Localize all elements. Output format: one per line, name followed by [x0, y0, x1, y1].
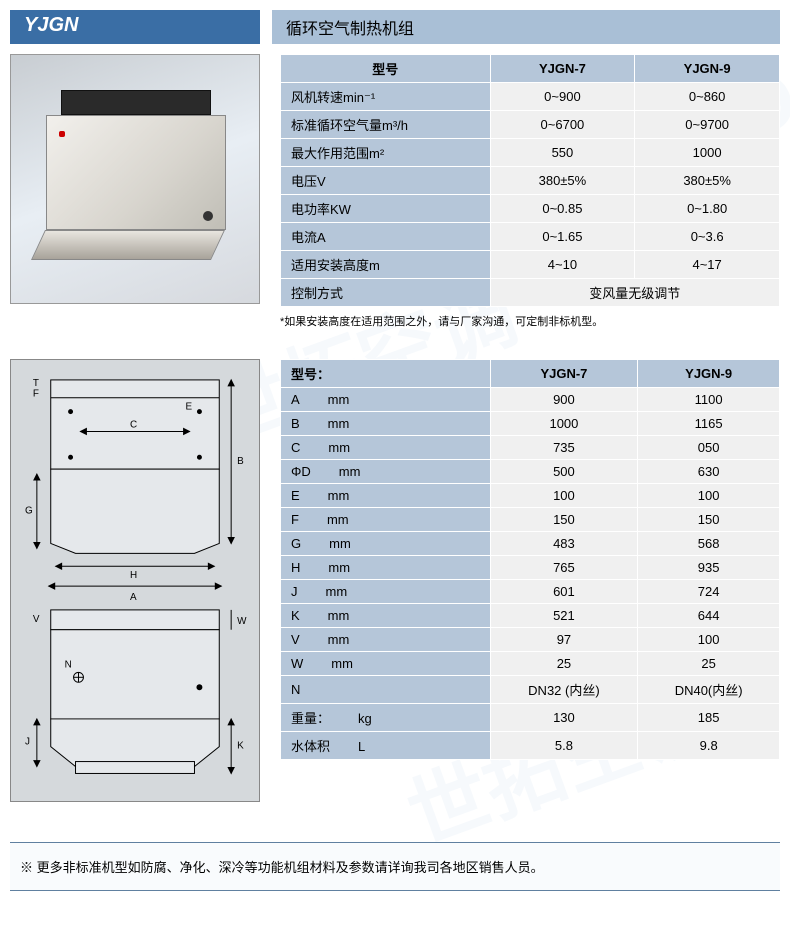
svg-text:H: H [130, 570, 137, 581]
table-row: Wmm2525 [281, 652, 780, 676]
table-row: Kmm521644 [281, 604, 780, 628]
table-row: 电流A0~1.650~3.6 [281, 223, 780, 251]
spec-note: *如果安装高度在适用范围之外，请与厂家沟通，可定制非标机型。 [280, 313, 780, 329]
footer-note: ※ 更多非标准机型如防腐、净化、深冷等功能机组材料及参数请详询我司各地区销售人员… [10, 842, 780, 891]
col-header: YJGN-7 [490, 55, 635, 83]
svg-text:T: T [33, 378, 39, 389]
table-row: 重量：kg130185 [281, 704, 780, 732]
table-row: 最大作用范围m²5501000 [281, 139, 780, 167]
dimension-diagram: T F E C B G H A V W N [10, 359, 260, 802]
svg-text:J: J [25, 737, 30, 748]
svg-text:B: B [237, 456, 244, 467]
svg-text:G: G [25, 506, 33, 517]
header-bar: YJGN 循环空气制热机组 [10, 10, 780, 44]
dimension-table: 型号：YJGN-7YJGN-9Amm9001100Bmm10001165Cmm7… [280, 359, 780, 802]
table-row: Amm9001100 [281, 388, 780, 412]
table-row: 电功率KW0~0.850~1.80 [281, 195, 780, 223]
table-row: Vmm97100 [281, 628, 780, 652]
table-row: 标准循环空气量m³/h0~67000~9700 [281, 111, 780, 139]
spec-table: 型号YJGN-7YJGN-9风机转速min⁻¹0~9000~860标准循环空气量… [280, 54, 780, 329]
table-row: Hmm765935 [281, 556, 780, 580]
table-row: 电压V380±5%380±5% [281, 167, 780, 195]
table-row: Fmm150150 [281, 508, 780, 532]
table-row: Jmm601724 [281, 580, 780, 604]
svg-text:F: F [33, 389, 39, 400]
table-row: 控制方式变风量无级调节 [281, 279, 780, 307]
svg-text:A: A [130, 592, 137, 603]
table-row: 适用安装高度m4~104~17 [281, 251, 780, 279]
table-row: Gmm483568 [281, 532, 780, 556]
table-row: Emm100100 [281, 484, 780, 508]
product-photo [10, 54, 260, 304]
table-row: ΦDmm500630 [281, 460, 780, 484]
svg-text:W: W [237, 616, 247, 627]
table-row: Bmm10001165 [281, 412, 780, 436]
svg-text:C: C [130, 419, 137, 430]
col-header: YJGN-9 [638, 360, 780, 388]
col-header: YJGN-7 [490, 360, 638, 388]
col-header: 型号 [281, 55, 491, 83]
table-row: 风机转速min⁻¹0~9000~860 [281, 83, 780, 111]
table-row: NDN32 (内丝)DN40(内丝) [281, 676, 780, 704]
model-code: YJGN [10, 10, 260, 44]
svg-text:E: E [186, 402, 193, 413]
table-row: 水体积L5.89.8 [281, 732, 780, 760]
svg-text:K: K [237, 741, 244, 752]
table-row: Cmm735050 [281, 436, 780, 460]
col-header: YJGN-9 [635, 55, 780, 83]
col-header: 型号： [281, 360, 491, 388]
svg-text:N: N [65, 659, 72, 670]
svg-text:V: V [33, 614, 40, 625]
product-title: 循环空气制热机组 [272, 10, 780, 44]
